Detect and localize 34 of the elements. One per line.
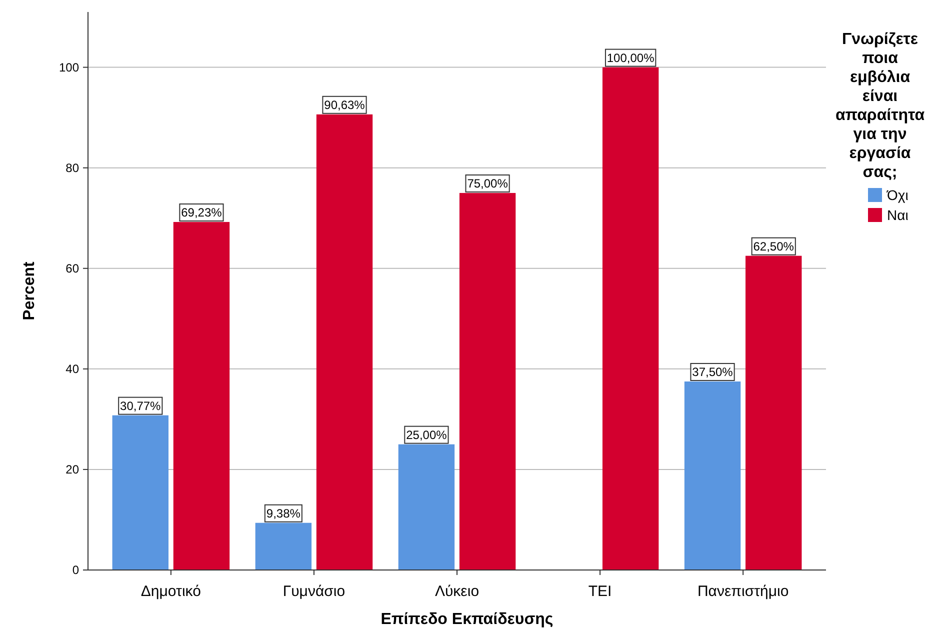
x-tick-label: Λύκειο — [434, 583, 480, 600]
bar — [746, 256, 802, 570]
y-tick-label: 40 — [66, 362, 80, 376]
bar — [316, 114, 373, 570]
bar — [459, 192, 516, 570]
data-label: 100,00% — [606, 50, 655, 65]
bar — [684, 381, 741, 570]
data-label: 90,63% — [324, 98, 366, 112]
x-tick-label: Γυμνάσιο — [282, 583, 346, 600]
bar — [173, 222, 230, 570]
data-label: 25,00% — [406, 428, 448, 442]
legend-title: Γνωρίζετε ποια εμβόλια είναι απαραίτητα για την εργασία σας; — [835, 31, 925, 181]
x-tick-label: Δημοτικό — [140, 583, 201, 600]
x-tick-label: ΤΕΙ — [588, 583, 612, 600]
y-tick-label: 80 — [66, 161, 80, 176]
y-tick-label: 100 — [58, 60, 80, 74]
y-tick-label: 60 — [66, 262, 80, 276]
y-tick-label: 0 — [72, 563, 80, 578]
data-label: 62,50% — [753, 239, 794, 254]
bar — [602, 67, 659, 570]
data-label: 75,00% — [467, 176, 508, 190]
legend-label: Όχι — [886, 187, 908, 203]
x-tick-label: Πανεπιστήμιο — [697, 583, 789, 600]
x-axis-title: Επίπεδο Εκπαίδευσης — [380, 611, 554, 628]
data-label: 9,38% — [266, 506, 301, 520]
data-label: 37,50% — [692, 364, 734, 379]
bar — [255, 522, 312, 570]
data-label: 69,23% — [181, 205, 222, 220]
data-label: 30,77% — [120, 398, 162, 413]
bar — [398, 444, 455, 570]
y-tick-label: 20 — [66, 462, 80, 477]
bar — [112, 415, 168, 570]
legend-label: Ναι — [887, 207, 908, 223]
y-axis-title: Percent — [21, 260, 38, 320]
